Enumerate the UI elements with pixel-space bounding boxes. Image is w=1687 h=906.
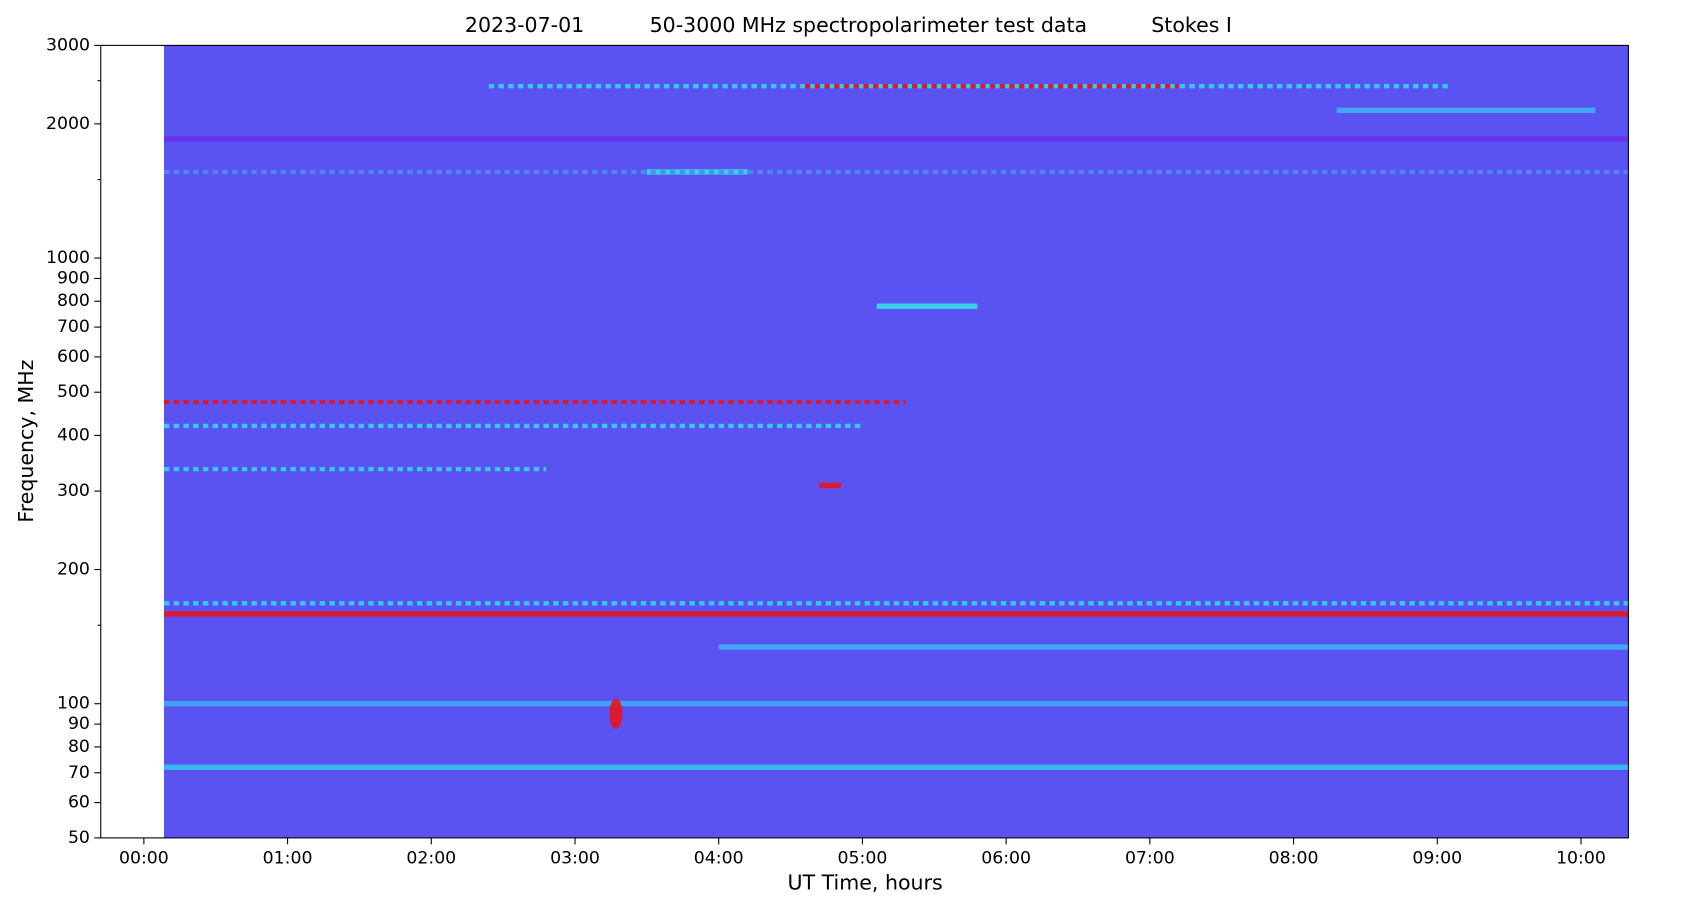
y-tick-label: 200 [57, 560, 90, 580]
y-tick-label: 90 [68, 714, 90, 734]
y-tick-label: 1000 [46, 248, 90, 268]
chart-date: 2023-07-01 [465, 13, 584, 37]
plot-frame [100, 44, 1629, 839]
x-tick-label: 04:00 [694, 848, 744, 868]
burst [609, 698, 623, 729]
chart-title: 50-3000 MHz spectropolarimeter test data [650, 13, 1088, 37]
x-tick-label: 08:00 [1269, 848, 1319, 868]
y-tick-label: 600 [57, 347, 90, 367]
x-tick-label: 07:00 [1125, 848, 1175, 868]
x-tick-label: 03:00 [550, 848, 600, 868]
x-tick-label: 01:00 [263, 848, 313, 868]
y-tick-label: 60 [68, 793, 90, 813]
y-tick-label: 50 [68, 828, 90, 848]
y-tick-label: 70 [68, 763, 90, 783]
y-tick-label: 80 [68, 737, 90, 757]
x-tick-label: 10:00 [1556, 848, 1606, 868]
y-tick-label: 700 [57, 317, 90, 337]
x-tick-label: 00:00 [119, 848, 169, 868]
y-tick-label: 100 [57, 694, 90, 714]
y-tick-label: 800 [57, 291, 90, 311]
y-tick-label: 2000 [46, 114, 90, 134]
x-tick-label: 05:00 [838, 848, 888, 868]
chart-subtitle: Stokes I [1151, 13, 1232, 37]
y-tick-label: 3000 [46, 35, 90, 55]
y-tick-label: 300 [57, 481, 90, 501]
spectrogram-background [163, 45, 1629, 838]
y-tick-label: 500 [57, 382, 90, 402]
y-tick-label: 900 [57, 268, 90, 288]
x-tick-label: 06:00 [981, 848, 1031, 868]
y-tick-label: 400 [57, 425, 90, 445]
y-axis-label: Frequency, MHz [14, 360, 38, 523]
x-tick-label: 02:00 [406, 848, 456, 868]
x-tick-label: 09:00 [1412, 848, 1462, 868]
x-axis-label: UT Time, hours [788, 870, 943, 894]
